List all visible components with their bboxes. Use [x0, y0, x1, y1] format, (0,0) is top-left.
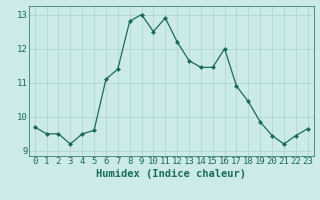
X-axis label: Humidex (Indice chaleur): Humidex (Indice chaleur) — [96, 169, 246, 179]
